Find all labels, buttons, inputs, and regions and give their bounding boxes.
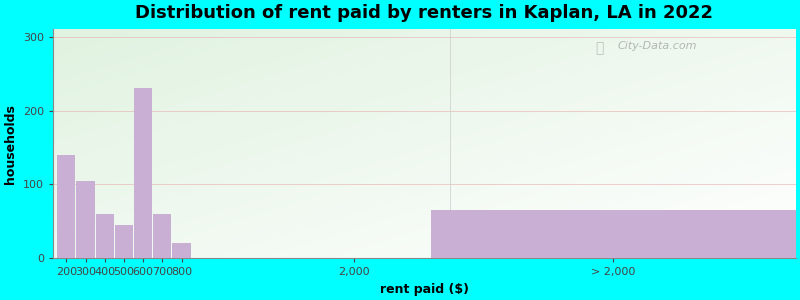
Y-axis label: households: households [4,104,17,184]
Text: City-Data.com: City-Data.com [618,41,697,51]
Bar [431,210,796,258]
X-axis label: rent paid ($): rent paid ($) [380,283,469,296]
Bar [57,155,75,258]
Bar [153,214,171,258]
Bar [95,214,114,258]
Title: Distribution of rent paid by renters in Kaplan, LA in 2022: Distribution of rent paid by renters in … [135,4,714,22]
Bar [134,88,152,258]
Bar [172,244,190,258]
Bar [114,225,133,258]
Text: ⦿: ⦿ [595,41,604,55]
Bar [76,181,94,258]
